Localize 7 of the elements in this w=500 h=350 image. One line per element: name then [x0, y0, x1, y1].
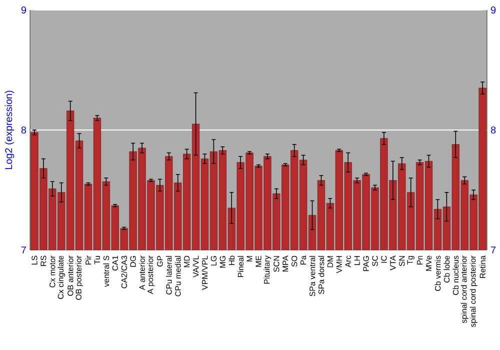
y-axis-title: Log2 (expression) — [4, 90, 14, 170]
y-tick-label: 8 — [21, 126, 26, 134]
y2-tick-label: 8 — [490, 126, 496, 134]
y2-tick-label: 9 — [490, 6, 496, 14]
y2-tick-label: 7 — [491, 246, 496, 254]
y-tick-label: 7 — [21, 246, 26, 254]
y-tick-label: 9 — [21, 6, 26, 14]
